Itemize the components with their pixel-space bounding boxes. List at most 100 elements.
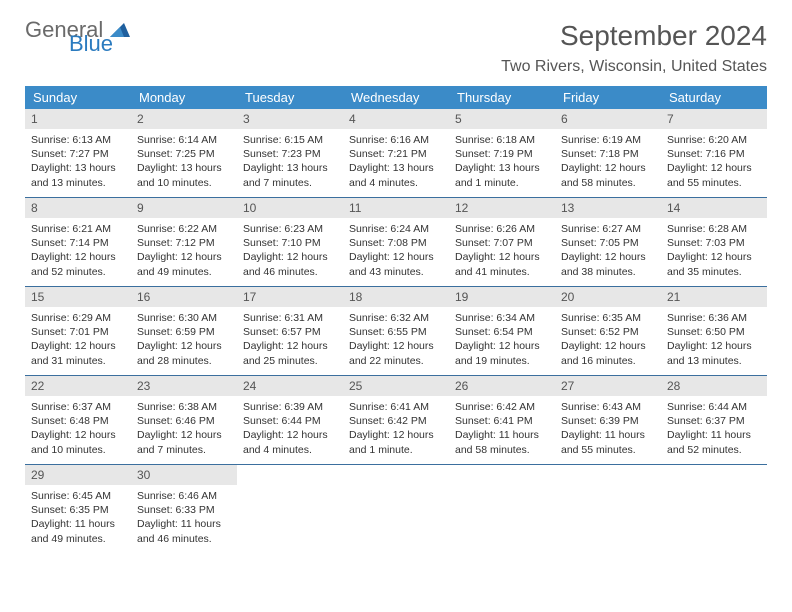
day-cell: 14Sunrise: 6:28 AMSunset: 7:03 PMDayligh… (661, 198, 767, 286)
day-cell: 29Sunrise: 6:45 AMSunset: 6:35 PMDayligh… (25, 465, 131, 553)
sunrise-line: Sunrise: 6:15 AM (243, 133, 337, 147)
sunrise-line: Sunrise: 6:29 AM (31, 311, 125, 325)
day-cell: 30Sunrise: 6:46 AMSunset: 6:33 PMDayligh… (131, 465, 237, 553)
day-cell: 4Sunrise: 6:16 AMSunset: 7:21 PMDaylight… (343, 109, 449, 197)
daylight-line: Daylight: 11 hours (667, 428, 761, 442)
sunset-line: Sunset: 7:21 PM (349, 147, 443, 161)
day-cell (661, 465, 767, 553)
day-number: 10 (237, 198, 343, 218)
week-row: 8 Sunrise: 6:21 AMSunset: 7:14 PM Daylight… (25, 198, 767, 287)
day-content: Sunrise: 6:20 AMSunset: 7:16 PMDaylight:… (661, 129, 767, 196)
sunset-line: Sunset: 6:41 PM (455, 414, 549, 428)
sunrise-line: Sunrise: 6:43 AM (561, 400, 655, 414)
day-number: 5 (449, 109, 555, 129)
sunrise-line: Sunrise: 6:36 AM (667, 311, 761, 325)
sunrise-line: Sunrise: 6:19 AM (561, 133, 655, 147)
sunrise-line: Sunrise: 6:37 AM (31, 400, 125, 414)
day-content: Sunrise: 6:27 AMSunset: 7:05 PMDaylight:… (555, 218, 661, 285)
sunset-line: Sunset: 7:05 PM (561, 236, 655, 250)
sunset-line: Sunset: 7:14 PM (31, 236, 125, 250)
sunrise-line: Sunrise: 6:38 AM (137, 400, 231, 414)
sunset-line: Sunset: 7:10 PM (243, 236, 337, 250)
day-cell (237, 465, 343, 553)
day-cell: 18Sunrise: 6:32 AMSunset: 6:55 PMDayligh… (343, 287, 449, 375)
day-content: Sunrise: 6:26 AMSunset: 7:07 PMDaylight:… (449, 218, 555, 285)
day-cell: 20Sunrise: 6:35 AMSunset: 6:52 PMDayligh… (555, 287, 661, 375)
day-number: 7 (661, 109, 767, 129)
day-cell: 3Sunrise: 6:15 AMSunset: 7:23 PMDaylight… (237, 109, 343, 197)
sunset-line: Sunset: 7:27 PM (31, 147, 125, 161)
sunrise-line: Sunrise: 6:23 AM (243, 222, 337, 236)
day-header: Wednesday (343, 86, 449, 109)
day-cell: 6Sunrise: 6:19 AMSunset: 7:18 PMDaylight… (555, 109, 661, 197)
sunrise-line: Sunrise: 6:34 AM (455, 311, 549, 325)
day-content: Sunrise: 6:45 AMSunset: 6:35 PMDaylight:… (25, 485, 131, 552)
sunrise-line: Sunrise: 6:30 AM (137, 311, 231, 325)
day-cell: 10Sunrise: 6:23 AMSunset: 7:10 PMDayligh… (237, 198, 343, 286)
day-cell: 12Sunrise: 6:26 AMSunset: 7:07 PMDayligh… (449, 198, 555, 286)
daylight-line: and 22 minutes. (349, 354, 443, 368)
sunset-line: Sunset: 6:57 PM (243, 325, 337, 339)
logo-text-blue: Blue (69, 34, 130, 54)
day-content: Sunrise: 6:44 AMSunset: 6:37 PMDaylight:… (661, 396, 767, 463)
sunrise-line: Sunrise: 6:39 AM (243, 400, 337, 414)
sunrise-line: Sunrise: 6:21 AM (31, 222, 125, 236)
day-content: Sunrise: 6:31 AMSunset: 6:57 PMDaylight:… (237, 307, 343, 374)
day-cell: 27Sunrise: 6:43 AMSunset: 6:39 PMDayligh… (555, 376, 661, 464)
daylight-line: and 28 minutes. (137, 354, 231, 368)
daylight-line: Daylight: 13 hours (137, 161, 231, 175)
daylight-line: and 16 minutes. (561, 354, 655, 368)
daylight-line: and 10 minutes. (137, 176, 231, 190)
day-content: Sunrise: 6:30 AMSunset: 6:59 PMDaylight:… (131, 307, 237, 374)
day-cell: 2Sunrise: 6:14 AMSunset: 7:25 PMDaylight… (131, 109, 237, 197)
day-number: 22 (25, 376, 131, 396)
day-content: Sunrise: 6:22 AMSunset: 7:12 PMDaylight:… (131, 218, 237, 285)
day-number: 3 (237, 109, 343, 129)
day-number: 27 (555, 376, 661, 396)
week-row: 22Sunrise: 6:37 AMSunset: 6:48 PMDayligh… (25, 376, 767, 465)
day-cell: 9Sunrise: 6:22 AMSunset: 7:12 PMDaylight… (131, 198, 237, 286)
daylight-line: Daylight: 12 hours (31, 428, 125, 442)
daylight-line: and 41 minutes. (455, 265, 549, 279)
day-cell (449, 465, 555, 553)
sunrise-line: Sunrise: 6:32 AM (349, 311, 443, 325)
sunset-line: Sunset: 6:46 PM (137, 414, 231, 428)
daylight-line: Daylight: 12 hours (455, 339, 549, 353)
daylight-line: and 52 minutes. (31, 265, 125, 279)
day-header: Thursday (449, 86, 555, 109)
sunrise-line: Sunrise: 6:26 AM (455, 222, 549, 236)
daylight-line: Daylight: 12 hours (455, 250, 549, 264)
daylight-line: Daylight: 12 hours (667, 250, 761, 264)
daylight-line: and 55 minutes. (561, 443, 655, 457)
sunset-line: Sunset: 6:33 PM (137, 503, 231, 517)
sunset-line: Sunset: 7:18 PM (561, 147, 655, 161)
sunset-line: Sunset: 7:07 PM (455, 236, 549, 250)
day-number: 6 (555, 109, 661, 129)
day-header: Sunday (25, 86, 131, 109)
daylight-line: and 38 minutes. (561, 265, 655, 279)
day-content: Sunrise: 6:34 AMSunset: 6:54 PMDaylight:… (449, 307, 555, 374)
daylight-line: and 4 minutes. (349, 176, 443, 190)
daylight-line: Daylight: 12 hours (561, 161, 655, 175)
daylight-line: Daylight: 12 hours (349, 428, 443, 442)
sunrise-line: Sunrise: 6:13 AM (31, 133, 125, 147)
day-number: 9 (131, 198, 237, 218)
daylight-line: and 7 minutes. (137, 443, 231, 457)
location-subtitle: Two Rivers, Wisconsin, United States (501, 58, 767, 76)
sunrise-line: Sunrise: 6:14 AM (137, 133, 231, 147)
daylight-line: and 19 minutes. (455, 354, 549, 368)
page-header: General Blue September 2024 Two Rivers, … (25, 20, 767, 76)
daylight-line: and 35 minutes. (667, 265, 761, 279)
day-number: 8 (25, 198, 131, 218)
sunrise-line: Sunrise: 6:44 AM (667, 400, 761, 414)
sunset-line: Sunset: 6:50 PM (667, 325, 761, 339)
sunset-line: Sunset: 7:08 PM (349, 236, 443, 250)
sunset-line: Sunset: 6:39 PM (561, 414, 655, 428)
daylight-line: and 13 minutes. (667, 354, 761, 368)
daylight-line: and 49 minutes. (31, 532, 125, 546)
day-cell: 16Sunrise: 6:30 AMSunset: 6:59 PMDayligh… (131, 287, 237, 375)
day-content: Sunrise: 6:19 AMSunset: 7:18 PMDaylight:… (555, 129, 661, 196)
day-content: Sunrise: 6:29 AMSunset: 7:01 PMDaylight:… (25, 307, 131, 374)
day-number: 13 (555, 198, 661, 218)
day-header: Friday (555, 86, 661, 109)
